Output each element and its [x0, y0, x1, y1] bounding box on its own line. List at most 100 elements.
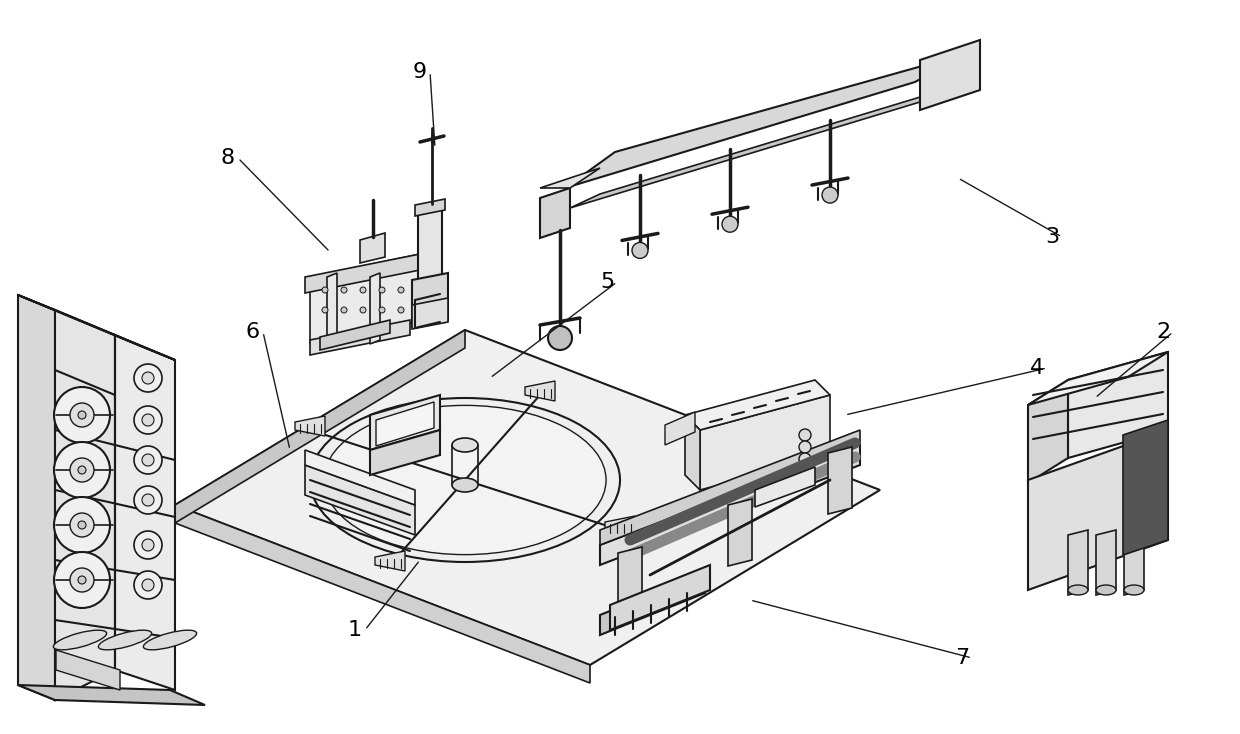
Polygon shape	[115, 335, 175, 690]
Circle shape	[143, 454, 154, 466]
Polygon shape	[1068, 530, 1087, 595]
Polygon shape	[828, 447, 852, 514]
Polygon shape	[755, 467, 815, 507]
Polygon shape	[360, 233, 384, 263]
Polygon shape	[418, 204, 441, 286]
Polygon shape	[1123, 420, 1168, 555]
Circle shape	[55, 497, 110, 553]
Ellipse shape	[324, 405, 606, 555]
Polygon shape	[370, 273, 379, 344]
Polygon shape	[1028, 352, 1168, 405]
Circle shape	[822, 187, 838, 203]
Polygon shape	[19, 295, 55, 700]
Text: 7: 7	[955, 648, 970, 668]
Polygon shape	[370, 395, 440, 450]
Text: 6: 6	[246, 322, 260, 342]
Polygon shape	[19, 685, 205, 705]
Polygon shape	[618, 547, 642, 614]
Text: 9: 9	[413, 62, 427, 82]
Ellipse shape	[310, 398, 620, 562]
Circle shape	[134, 571, 162, 599]
Polygon shape	[539, 168, 600, 188]
Circle shape	[69, 403, 94, 427]
Polygon shape	[1096, 530, 1116, 595]
Polygon shape	[665, 412, 694, 445]
Text: 8: 8	[221, 148, 236, 168]
Circle shape	[78, 521, 86, 529]
Circle shape	[799, 429, 811, 441]
Polygon shape	[525, 381, 556, 401]
Polygon shape	[305, 253, 425, 293]
Ellipse shape	[453, 438, 477, 452]
Polygon shape	[600, 573, 706, 635]
Circle shape	[360, 287, 366, 293]
Circle shape	[78, 466, 86, 474]
Circle shape	[341, 307, 347, 313]
Circle shape	[134, 406, 162, 434]
Circle shape	[134, 531, 162, 559]
Circle shape	[55, 552, 110, 608]
Circle shape	[69, 513, 94, 537]
Polygon shape	[310, 320, 410, 355]
Polygon shape	[175, 330, 880, 665]
Circle shape	[322, 307, 329, 313]
Circle shape	[379, 287, 384, 293]
Ellipse shape	[144, 631, 197, 650]
Circle shape	[134, 446, 162, 474]
Polygon shape	[920, 40, 980, 110]
Circle shape	[143, 494, 154, 506]
Polygon shape	[305, 450, 415, 505]
Circle shape	[379, 307, 384, 313]
Polygon shape	[600, 430, 861, 545]
Polygon shape	[1068, 352, 1168, 458]
Polygon shape	[570, 88, 950, 208]
Circle shape	[134, 364, 162, 392]
Polygon shape	[310, 253, 425, 344]
Circle shape	[799, 441, 811, 453]
Text: 1: 1	[348, 620, 362, 640]
Polygon shape	[305, 465, 415, 535]
Polygon shape	[175, 330, 465, 523]
Polygon shape	[55, 310, 115, 700]
Circle shape	[143, 539, 154, 551]
Ellipse shape	[1123, 585, 1145, 595]
Text: 4: 4	[1030, 358, 1044, 378]
Text: 5: 5	[600, 272, 614, 292]
Circle shape	[548, 326, 572, 350]
Polygon shape	[19, 295, 175, 360]
Polygon shape	[374, 551, 405, 571]
Text: 3: 3	[1045, 227, 1059, 247]
Polygon shape	[728, 499, 751, 566]
Circle shape	[143, 579, 154, 591]
Circle shape	[360, 307, 366, 313]
Polygon shape	[605, 516, 635, 536]
Polygon shape	[412, 273, 448, 327]
Circle shape	[799, 453, 811, 465]
Circle shape	[78, 411, 86, 419]
Circle shape	[322, 287, 329, 293]
Polygon shape	[56, 650, 120, 690]
Polygon shape	[320, 320, 391, 350]
Ellipse shape	[1096, 585, 1116, 595]
Polygon shape	[412, 298, 448, 329]
Circle shape	[134, 486, 162, 514]
Circle shape	[55, 387, 110, 443]
Circle shape	[69, 568, 94, 592]
Circle shape	[341, 287, 347, 293]
Circle shape	[632, 242, 649, 258]
Polygon shape	[376, 402, 434, 446]
Polygon shape	[600, 445, 861, 565]
Ellipse shape	[453, 478, 477, 492]
Polygon shape	[684, 415, 701, 490]
Polygon shape	[295, 416, 325, 436]
Circle shape	[143, 372, 154, 384]
Circle shape	[69, 458, 94, 482]
Circle shape	[78, 576, 86, 584]
Polygon shape	[370, 430, 440, 475]
Polygon shape	[565, 54, 965, 188]
Circle shape	[398, 287, 404, 293]
Polygon shape	[539, 188, 570, 238]
Polygon shape	[327, 273, 337, 344]
Polygon shape	[175, 505, 590, 683]
Circle shape	[722, 217, 738, 232]
